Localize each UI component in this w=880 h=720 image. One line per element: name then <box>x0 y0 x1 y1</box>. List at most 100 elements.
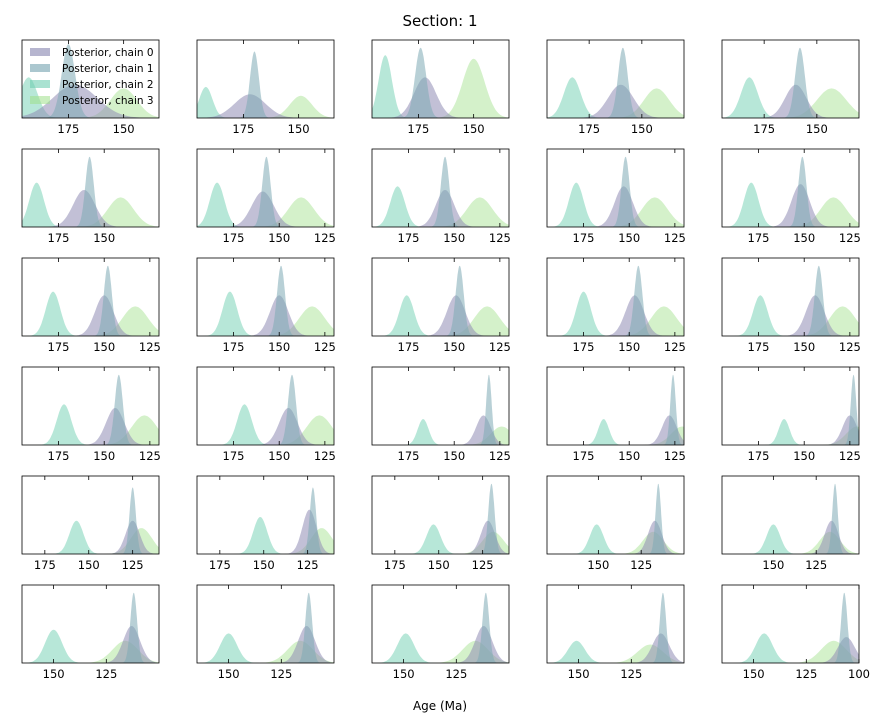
x-tick-label: 125 <box>270 667 292 681</box>
density-chain-1 <box>398 47 443 118</box>
x-tick-label: 150 <box>218 667 240 681</box>
panel-2: 175 150 <box>196 39 335 136</box>
density-chain-0 <box>281 509 334 554</box>
density-chain-2 <box>722 182 781 227</box>
x-tick-label: 175 <box>34 558 56 572</box>
panel-frame <box>21 475 160 555</box>
density-chain-1 <box>786 156 819 227</box>
density-chain-2 <box>197 633 263 663</box>
x-tick-label: 125 <box>664 231 686 245</box>
x-tick-label: 125 <box>314 231 336 245</box>
panel-28: 150 125 <box>371 584 510 681</box>
x-tick-label: 175 <box>753 122 775 136</box>
density-chain-1 <box>603 47 643 118</box>
panel-areas <box>722 47 859 118</box>
legend-label-chain-0: Posterior, chain 0 <box>62 47 154 59</box>
panel-frame <box>371 148 510 228</box>
panel-23: 175 150 125 <box>371 475 510 572</box>
density-chain-3 <box>250 197 334 227</box>
density-chain-1 <box>120 592 148 663</box>
panel-areas <box>34 374 159 445</box>
panel-frame <box>371 257 510 337</box>
panel-frame <box>196 366 335 446</box>
x-tick-label: 125 <box>620 667 642 681</box>
x-tick-label: 125 <box>630 558 652 572</box>
x-tick-label: 125 <box>839 449 861 463</box>
panel-12: 175 150 125 <box>196 257 336 354</box>
density-chain-2 <box>34 404 94 445</box>
legend-swatch-chain-0 <box>30 48 50 56</box>
panel-areas <box>23 265 159 336</box>
x-axis-label: Age (Ma) <box>413 699 467 713</box>
density-chain-2 <box>746 524 801 554</box>
density-chain-0 <box>454 415 509 445</box>
panel-frame <box>721 584 860 664</box>
x-tick-label: 150 <box>793 340 815 354</box>
panel-4: 175 150 <box>546 39 685 136</box>
density-chain-2 <box>547 77 606 118</box>
panel-areas <box>197 51 334 118</box>
legend-label-chain-3: Posterior, chain 3 <box>62 95 154 107</box>
x-tick-label: 175 <box>573 340 595 354</box>
density-chain-1 <box>831 592 857 663</box>
x-tick-label: 150 <box>443 340 465 354</box>
x-tick-label: 150 <box>762 558 784 572</box>
panel-frame <box>371 366 510 446</box>
x-tick-label: 175 <box>573 231 595 245</box>
x-tick-label: 150 <box>618 449 640 463</box>
panel-27: 150 125 <box>196 584 335 681</box>
density-chain-3 <box>70 88 159 118</box>
x-tick-label: 175 <box>578 122 600 136</box>
x-tick-label: 100 <box>848 667 870 681</box>
x-tick-label: 125 <box>489 340 511 354</box>
x-tick-label: 150 <box>631 122 653 136</box>
x-tick-label: 150 <box>93 449 115 463</box>
x-tick-label: 125 <box>314 340 336 354</box>
x-tick-label: 175 <box>748 340 770 354</box>
panel-areas <box>730 592 859 663</box>
panel-frame <box>546 257 685 337</box>
x-tick-label: 175 <box>384 558 406 572</box>
x-tick-label: 175 <box>407 122 429 136</box>
x-tick-label: 125 <box>805 558 827 572</box>
panel-17: 175 150 125 <box>196 366 336 463</box>
density-chain-2 <box>722 77 784 118</box>
panel-frame <box>196 584 335 664</box>
panel-18: 175 150 125 <box>371 366 511 463</box>
x-tick-label: 125 <box>445 667 467 681</box>
x-tick-label: 150 <box>428 558 450 572</box>
density-chain-1 <box>265 265 298 336</box>
density-chain-3 <box>429 58 509 118</box>
panel-frame <box>196 257 335 337</box>
density-chain-3 <box>260 306 334 336</box>
panel-areas <box>722 156 859 227</box>
x-tick-label: 150 <box>443 231 465 245</box>
x-tick-label: 150 <box>443 449 465 463</box>
panel-areas <box>197 592 334 663</box>
x-tick-label: 175 <box>398 231 420 245</box>
density-chain-3 <box>69 197 159 227</box>
panel-7: 175 150 125 <box>196 148 336 245</box>
x-tick-label: 175 <box>573 449 595 463</box>
panel-30: 150 125 100 <box>721 584 870 681</box>
density-chain-1 <box>477 374 500 445</box>
x-tick-label: 175 <box>748 449 770 463</box>
x-tick-label: 125 <box>139 340 161 354</box>
x-tick-label: 175 <box>48 340 70 354</box>
x-tick-label: 175 <box>398 449 420 463</box>
legend: Posterior, chain 0 Posterior, chain 1 Post… <box>30 47 154 107</box>
x-tick-label: 150 <box>268 340 290 354</box>
density-chain-3 <box>428 197 509 227</box>
panel-grid: 175 150 175 150 175 150 175 150 175 150 175 150 175 1… <box>21 39 870 681</box>
panel-areas <box>232 487 334 554</box>
panel-25: 150 125 <box>721 475 860 572</box>
x-tick-label: 125 <box>472 558 494 572</box>
density-chain-1 <box>120 487 146 554</box>
density-chain-3 <box>84 306 159 336</box>
density-chain-2 <box>197 182 247 227</box>
density-chain-2 <box>372 55 412 118</box>
x-tick-label: 175 <box>223 449 245 463</box>
density-chain-1 <box>41 44 95 118</box>
x-tick-label: 150 <box>806 122 828 136</box>
